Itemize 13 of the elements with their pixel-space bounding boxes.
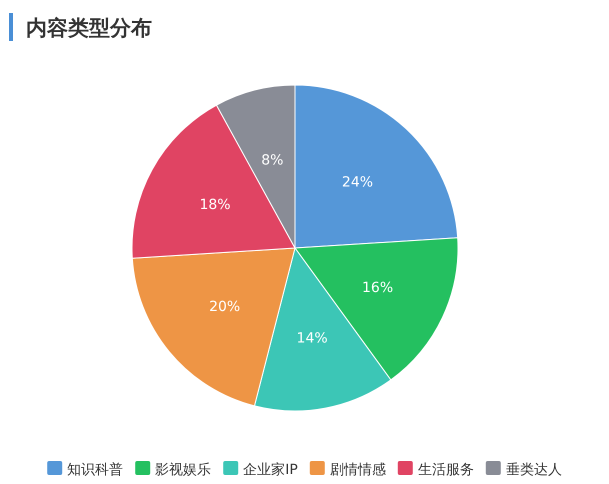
legend-label: 剧情情感: [330, 462, 386, 478]
legend-label: 生活服务: [418, 462, 474, 478]
chart-title: 内容类型分布: [26, 16, 152, 40]
legend-label: 影视娱乐: [155, 462, 212, 478]
data-label: 20%: [209, 299, 240, 316]
legend-label: 知识科普: [67, 461, 124, 478]
legend-label: 企业家IP: [243, 462, 298, 478]
data-label: 24%: [342, 174, 374, 190]
data-label: 18%: [199, 197, 231, 214]
data-label: 16%: [362, 280, 394, 296]
data-label: 8%: [261, 152, 284, 169]
legend-label: 垂类达人: [506, 462, 562, 478]
data-label: 14%: [296, 330, 328, 347]
